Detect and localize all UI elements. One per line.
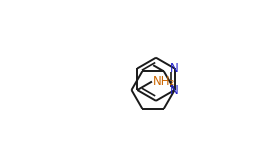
Text: N: N	[170, 83, 179, 97]
Text: NH₂: NH₂	[153, 75, 175, 88]
Text: N: N	[169, 62, 178, 75]
